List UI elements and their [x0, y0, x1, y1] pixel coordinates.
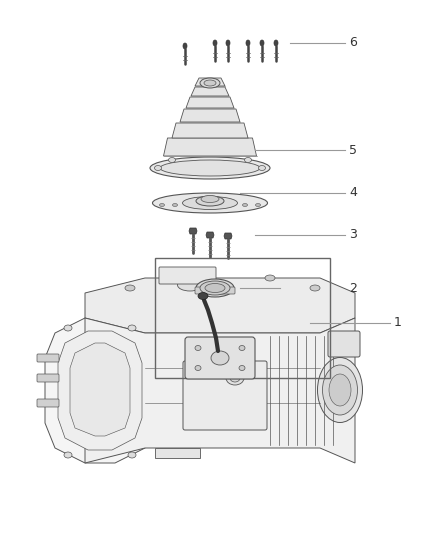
Polygon shape: [191, 87, 229, 96]
Polygon shape: [58, 331, 142, 450]
Ellipse shape: [205, 284, 225, 293]
Polygon shape: [224, 233, 232, 239]
FancyBboxPatch shape: [183, 361, 267, 430]
Ellipse shape: [173, 204, 177, 206]
Ellipse shape: [260, 40, 264, 46]
Ellipse shape: [322, 365, 357, 415]
Ellipse shape: [211, 351, 229, 365]
Polygon shape: [155, 448, 200, 458]
Ellipse shape: [128, 452, 136, 458]
FancyBboxPatch shape: [159, 267, 216, 284]
Ellipse shape: [196, 196, 224, 206]
Ellipse shape: [239, 366, 245, 370]
Polygon shape: [85, 318, 355, 463]
Ellipse shape: [204, 80, 216, 86]
Polygon shape: [189, 228, 197, 234]
Ellipse shape: [239, 345, 245, 351]
Ellipse shape: [64, 325, 72, 331]
Ellipse shape: [226, 371, 244, 385]
Ellipse shape: [243, 204, 247, 206]
Polygon shape: [180, 109, 240, 122]
Ellipse shape: [201, 196, 219, 203]
Ellipse shape: [169, 157, 176, 163]
Ellipse shape: [64, 452, 72, 458]
Polygon shape: [206, 232, 214, 238]
Text: 6: 6: [349, 36, 357, 50]
Text: 2: 2: [349, 281, 357, 295]
Ellipse shape: [198, 293, 208, 300]
Polygon shape: [45, 318, 155, 463]
FancyBboxPatch shape: [328, 331, 360, 357]
Ellipse shape: [226, 40, 230, 46]
Polygon shape: [163, 138, 257, 156]
Text: 5: 5: [349, 143, 357, 157]
Polygon shape: [70, 343, 130, 436]
Ellipse shape: [177, 279, 202, 291]
Ellipse shape: [183, 43, 187, 49]
Polygon shape: [195, 78, 225, 86]
Ellipse shape: [310, 285, 320, 291]
Text: 1: 1: [394, 317, 402, 329]
FancyBboxPatch shape: [37, 399, 59, 407]
Bar: [155, 258, 330, 378]
Ellipse shape: [244, 157, 251, 163]
Ellipse shape: [195, 366, 201, 370]
Ellipse shape: [196, 279, 234, 297]
Text: 3: 3: [349, 229, 357, 241]
Ellipse shape: [329, 374, 351, 406]
Ellipse shape: [183, 197, 237, 209]
Ellipse shape: [274, 40, 278, 46]
Ellipse shape: [160, 160, 260, 176]
Ellipse shape: [258, 166, 265, 171]
Ellipse shape: [265, 275, 275, 281]
Ellipse shape: [155, 166, 162, 171]
FancyBboxPatch shape: [185, 337, 255, 379]
FancyBboxPatch shape: [195, 287, 235, 294]
Ellipse shape: [213, 40, 217, 46]
Ellipse shape: [125, 285, 135, 291]
Ellipse shape: [150, 157, 270, 179]
Polygon shape: [85, 278, 355, 333]
Text: 4: 4: [349, 187, 357, 199]
FancyBboxPatch shape: [37, 354, 59, 362]
Polygon shape: [172, 123, 248, 138]
Ellipse shape: [128, 325, 136, 331]
Ellipse shape: [246, 40, 250, 46]
Ellipse shape: [230, 374, 240, 382]
FancyBboxPatch shape: [37, 374, 59, 382]
Ellipse shape: [318, 358, 363, 423]
Ellipse shape: [159, 204, 165, 206]
Ellipse shape: [152, 193, 268, 213]
Ellipse shape: [195, 345, 201, 351]
Ellipse shape: [200, 281, 230, 295]
Ellipse shape: [200, 78, 220, 88]
Ellipse shape: [195, 275, 205, 281]
Ellipse shape: [255, 204, 261, 206]
Polygon shape: [186, 97, 234, 108]
